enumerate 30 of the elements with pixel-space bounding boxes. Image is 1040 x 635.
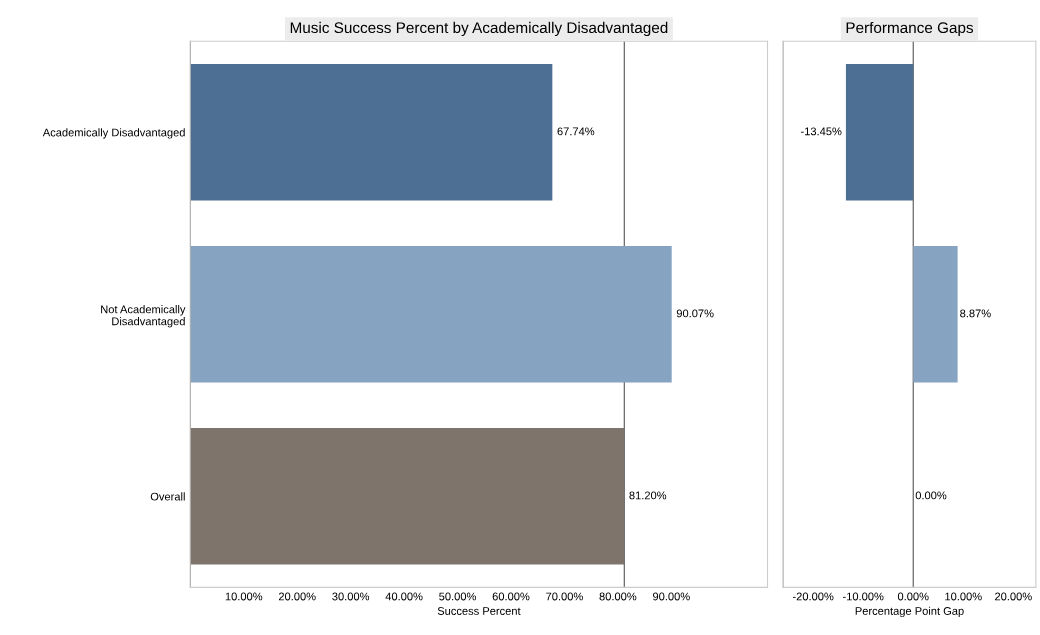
chart-title: Performance Gaps — [846, 21, 974, 37]
x-axis-title: Percentage Point Gap — [855, 606, 964, 618]
bar — [190, 64, 553, 201]
bar — [190, 428, 625, 565]
x-tick-label: 30.00% — [332, 592, 370, 601]
y-tick-label: Overall — [150, 492, 185, 501]
x-tick-label: 50.00% — [439, 592, 476, 601]
data-label: 8.87% — [960, 309, 991, 318]
x-tick-label: 90.00% — [653, 592, 690, 601]
x-tick-label: 0.00% — [897, 592, 929, 601]
y-tick-label: Academically Disadvantaged — [42, 128, 185, 139]
x-tick-label: 20.00% — [278, 592, 316, 601]
x-tick-label: 60.00% — [492, 592, 530, 601]
x-tick-label: 70.00% — [546, 592, 583, 601]
x-tick-label: 40.00% — [385, 592, 423, 601]
x-axis-title: Success Percent — [437, 607, 521, 615]
data-label: 90.07% — [676, 309, 714, 318]
x-tick-label: 10.00% — [225, 592, 263, 601]
bar — [190, 246, 672, 383]
x-tick-label: 20.00% — [995, 592, 1032, 601]
y-tick-label: Not Academically Disadvantaged — [101, 305, 186, 328]
data-label: 0.00% — [915, 491, 947, 500]
data-label: 81.20% — [629, 491, 667, 500]
x-tick-label: 10.00% — [945, 592, 982, 601]
chart-title: Music Success Percent by Academically Disadvantaged — [290, 21, 668, 37]
x-tick-label: -20.00% — [792, 592, 834, 601]
x-tick-label: -10.00% — [842, 592, 884, 601]
x-tick-label: 80.00% — [599, 592, 637, 601]
data-label: 67.74% — [557, 127, 595, 136]
data-label: -13.45% — [800, 127, 842, 136]
